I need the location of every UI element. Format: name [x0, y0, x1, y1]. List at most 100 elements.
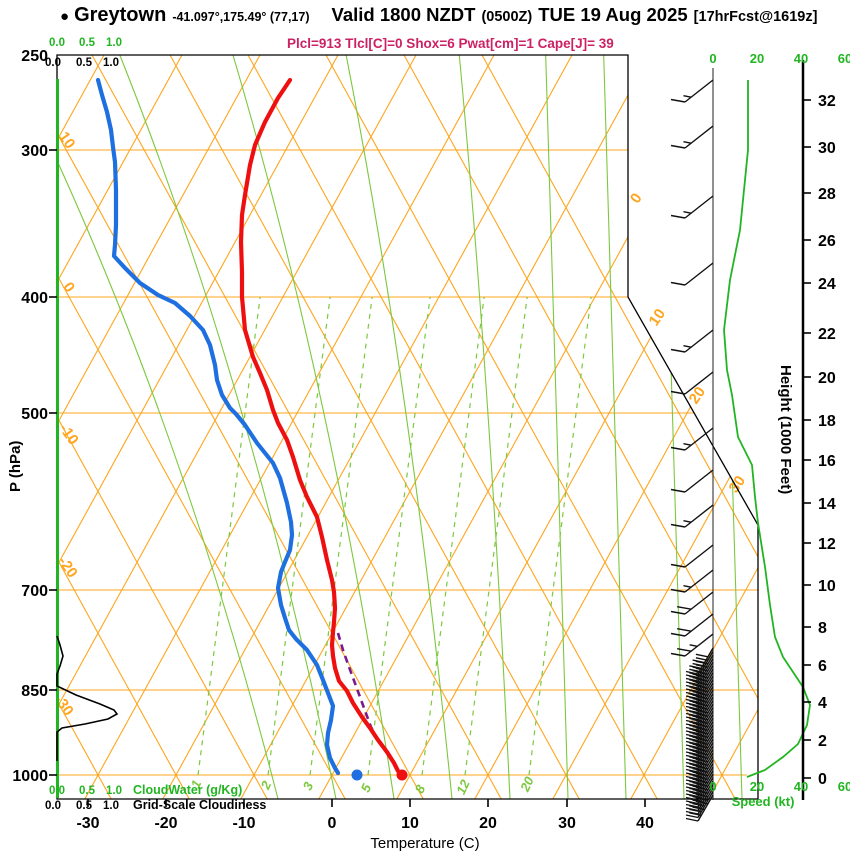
moist-adiabat-line	[661, 55, 685, 799]
cloudiness-axis-title: Grid-Scale Cloudiness	[133, 798, 266, 812]
wind-barb-feather	[695, 737, 709, 742]
wind-barb-feather	[695, 800, 709, 805]
moist-adiabat-line	[57, 55, 279, 799]
speed-scale-bottom-label: 40	[794, 779, 808, 794]
cloudwater-axis-title: CloudWater (g/Kg)	[133, 783, 242, 797]
dry-adiabat-label: -10	[56, 421, 82, 449]
wind-barb-feather	[695, 755, 709, 760]
wind-barb-feather	[695, 664, 709, 669]
wind-barb-feather	[695, 751, 709, 756]
wind-barb-feather	[695, 790, 709, 795]
speed-scale-top-label: 60	[838, 51, 850, 66]
height-tick-label: 28	[818, 186, 836, 203]
isotherm-line	[57, 55, 261, 799]
moist-adiabat-line	[119, 55, 337, 799]
wind-barb-stem	[684, 329, 714, 353]
isotherm-line	[84, 55, 495, 799]
wind-barb-stem	[684, 469, 714, 493]
cloudiness-profile	[56, 635, 119, 761]
isotherm-label: 10	[646, 306, 669, 329]
wind-barb-feather	[695, 688, 709, 693]
height-tick-label: 14	[818, 496, 836, 513]
dry-adiabat-line	[325, 55, 736, 799]
wind-barb-feather	[695, 702, 709, 707]
sounding-indices: Plcl=913 Tlcl[C]=0 Shox=6 Pwat[cm]=1 Cap…	[287, 36, 614, 51]
moist-adiabat-line	[232, 55, 395, 799]
wind-barb-feather	[670, 488, 686, 493]
mixing-ratio-line	[367, 296, 431, 776]
wind-barb-feather	[695, 769, 709, 774]
wind-barb-feather	[670, 588, 686, 593]
temperature-axis-title: Temperature (C)	[370, 835, 479, 852]
height-tick-label: 26	[818, 233, 836, 250]
cloudiness-scale-bottom: 0.0	[45, 800, 61, 812]
wind-barb-feather	[670, 446, 686, 451]
pressure-tick-label: 400	[21, 290, 48, 307]
cloudwater-scale-top: 0.0	[49, 37, 65, 49]
wind-barb-stem	[684, 613, 714, 637]
isotherm-line	[396, 55, 758, 799]
pressure-tick-label: 700	[21, 583, 48, 600]
wind-barb-feather	[695, 748, 709, 753]
surface-temperature-dot	[396, 769, 408, 781]
wind-barb-feather	[695, 692, 709, 697]
dewpoint-curve	[95, 77, 341, 776]
mixing-ratio-label: 12	[453, 777, 473, 797]
wind-barb-feather	[695, 674, 709, 679]
dry-adiabat-line	[57, 55, 112, 799]
height-tick-label: 12	[818, 536, 836, 553]
dry-adiabat-line	[57, 55, 190, 799]
height-tick-label: 6	[818, 658, 827, 675]
speed-scale-bottom-label: 0	[709, 779, 716, 794]
cloudwater-scale-top: 1.0	[106, 37, 122, 49]
wind-barb-feather	[670, 610, 686, 615]
wind-barb-feather	[670, 652, 686, 657]
pressure-tick-label: 1000	[12, 768, 48, 785]
wind-barb-feather	[695, 776, 709, 781]
cloudiness-scale-bottom: 1.0	[103, 800, 119, 812]
wind-barb-half-feather	[683, 519, 692, 523]
station-bullet-icon: ●	[60, 8, 70, 25]
valid-time: Valid 1800 NZDT	[331, 4, 476, 25]
wind-barb-feather	[670, 144, 686, 149]
dry-adiabat-line	[247, 55, 658, 799]
isotherm-line	[240, 55, 651, 799]
isotherm-label: 0	[627, 190, 646, 207]
mixing-ratio-line	[528, 296, 592, 776]
mixing-ratio-label: 8	[412, 782, 429, 796]
mixing-ratio-line	[421, 296, 485, 776]
wind-barb-feather	[695, 699, 709, 704]
wind-barb-feather	[695, 762, 709, 767]
dry-adiabat-line	[403, 55, 758, 799]
speed-scale-bottom-label: 60	[838, 779, 850, 794]
wind-barb-feather	[670, 563, 686, 568]
wind-barb-feather	[670, 281, 686, 286]
mixing-ratio-label: 20	[517, 774, 537, 795]
valid-date: TUE 19 Aug 2025	[538, 4, 688, 25]
wind-barb-stem	[684, 569, 714, 593]
wind-barb-feather	[695, 723, 709, 728]
temperature-tick-label: 40	[636, 815, 654, 832]
height-tick-label: 18	[818, 413, 836, 430]
wind-barb-feather	[689, 812, 702, 816]
cloudiness-scale-top: 0.5	[76, 57, 93, 69]
speed-axis-title: Speed (kt)	[732, 794, 795, 809]
isotherm-line	[57, 55, 339, 799]
wind-barb-feather	[695, 695, 709, 700]
mixing-ratio-label: 2	[257, 778, 274, 792]
dry-adiabat-line	[481, 55, 758, 799]
dry-adiabat-line	[57, 55, 268, 799]
mixing-ratio-label: 5	[358, 781, 375, 795]
wind-barb-stem	[684, 79, 714, 103]
height-tick-label: 4	[818, 695, 827, 712]
wind-barb-feather	[685, 814, 699, 819]
wind-barb-feather	[695, 685, 709, 690]
wind-barb-feather	[670, 523, 686, 528]
cloudwater-scale-bottom: 0.5	[79, 785, 96, 797]
wind-barb-stem	[697, 784, 714, 811]
temperature-tick-label: 30	[558, 815, 576, 832]
pressure-tick-label: 500	[21, 406, 48, 423]
isotherm-line	[474, 55, 758, 799]
